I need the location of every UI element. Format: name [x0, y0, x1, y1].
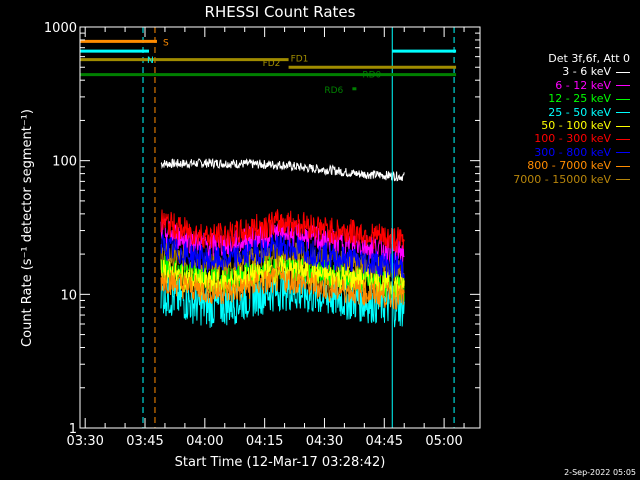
x-tick-label: 03:45 [126, 434, 163, 449]
y-tick-label: 100 [52, 155, 77, 170]
legend-entry: 100 - 300 keV [478, 132, 630, 145]
x-tick-label: 04:30 [306, 434, 343, 449]
flag-label-rd0: RD0 [362, 71, 381, 81]
x-tick-label: 04:15 [246, 434, 283, 449]
chart-legend: Det 3f,6f, Att 0 3 - 6 keV 6 - 12 keV 12 -… [478, 52, 630, 186]
x-tick-label: 05:00 [425, 434, 462, 449]
legend-swatch [616, 125, 630, 127]
legend-entry-label: 25 - 50 keV [548, 105, 611, 119]
legend-entry-label: 7000 - 15000 keV [513, 172, 611, 186]
flag-label-rd6: RD6 [324, 86, 343, 96]
y-tick-label: 1000 [44, 21, 77, 36]
flag-label-s: S [163, 38, 169, 48]
legend-entry-label: 100 - 300 keV [534, 132, 611, 146]
flag-label-fd1: FD1 [291, 55, 309, 65]
x-tick-label: 04:00 [186, 434, 223, 449]
series-line-300-800-kev [160, 234, 405, 279]
legend-swatch [616, 152, 630, 154]
legend-swatch [616, 98, 630, 100]
legend-entry: 25 - 50 keV [478, 106, 630, 119]
footer-date: 2-Sep-2022 05:05 [564, 468, 636, 477]
legend-header: Det 3f,6f, Att 0 [548, 52, 630, 65]
x-tick-label: 04:45 [366, 434, 403, 449]
series-line-100-300-kev [160, 209, 405, 253]
flag-label-fd2: FD2 [263, 59, 281, 69]
legend-swatch [616, 71, 630, 73]
legend-swatch [616, 179, 630, 181]
chart-title: RHESSI Count Rates [205, 3, 356, 21]
series-line-800-7000-kev [160, 265, 405, 311]
axes: 1 10 100 1000 03:30 03:45 04:00 04:15 04:30 04:45… [44, 21, 481, 449]
series-line-3-6-kev [160, 157, 405, 182]
x-axis-label: Start Time (12-Mar-17 03:28:42) [175, 455, 386, 470]
y-tick-label: 1 [69, 422, 77, 437]
legend-entry-label: 50 - 100 keV [541, 119, 611, 133]
legend-entry: 50 - 100 keV [478, 119, 630, 132]
plot-frame [79, 26, 481, 429]
legend-entry: 7000 - 15000 keV [478, 173, 630, 186]
x-tick-label: 03:30 [66, 434, 103, 449]
y-axis-label: Count Rate (s⁻¹ detector segment⁻¹) [20, 109, 35, 347]
legend-entry-label: 6 - 12 keV [555, 78, 611, 92]
legend-entry: 3 - 6 keV [478, 65, 630, 78]
legend-entry: 6 - 12 keV [478, 79, 630, 92]
legend-entry: 800 - 7000 keV [478, 159, 630, 172]
y-tick-label: 10 [60, 288, 77, 303]
legend-swatch [616, 85, 630, 87]
legend-entry-label: 800 - 7000 keV [527, 159, 611, 173]
legend-swatch [616, 138, 630, 140]
legend-entry: 300 - 800 keV [478, 146, 630, 159]
legend-entry: 12 - 25 keV [478, 92, 630, 105]
legend-swatch [616, 112, 630, 114]
legend-entry-label: 3 - 6 keV [562, 65, 611, 79]
legend-entry-label: 300 - 800 keV [534, 145, 611, 159]
legend-swatch [616, 165, 630, 167]
flag-label-n: N [147, 56, 154, 66]
legend-entry-label: 12 - 25 keV [548, 92, 611, 106]
plot-area [160, 157, 405, 328]
